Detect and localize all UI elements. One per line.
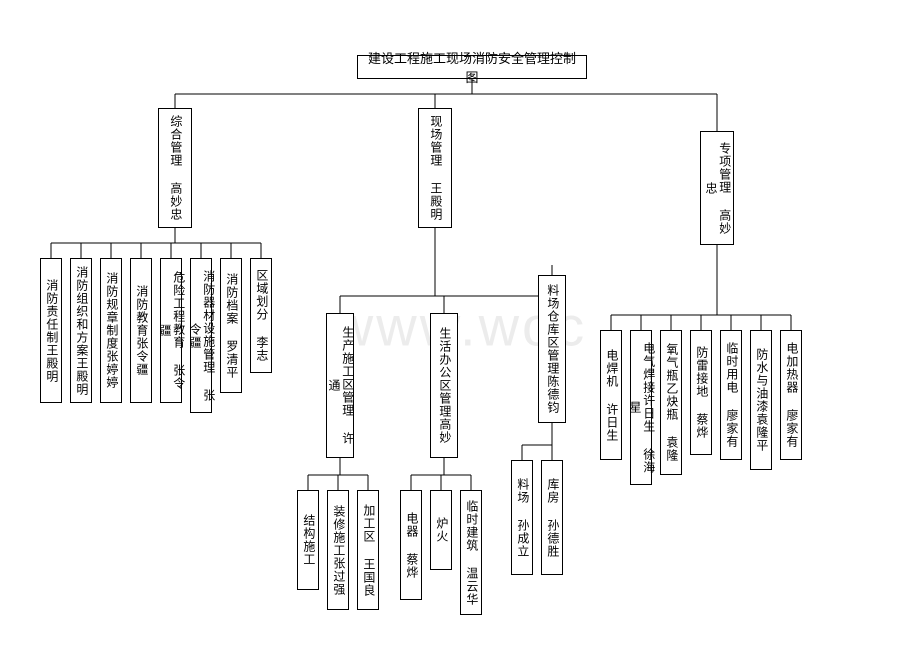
leaf-s2: 库房 孙德胜 xyxy=(541,460,563,575)
leaf-c6: 消防器材设施管理 张令疆 xyxy=(190,258,212,413)
leaf-sp4: 防雷接地 蔡烨 xyxy=(690,330,712,455)
leaf-p1: 结构施工 xyxy=(297,490,319,590)
mid-prod: 生产施工区管理 许通 xyxy=(326,313,354,458)
leaf-c7: 消防档案 罗清平 xyxy=(220,258,242,393)
leaf-sp6: 防水与油漆袁隆平 xyxy=(750,330,772,470)
leaf-c4: 消防教育张令疆 xyxy=(130,258,152,403)
leaf-sp3: 氧气瓶乙炔瓶 袁隆 xyxy=(660,330,682,475)
leaf-c2: 消防组织和方案王殿明 xyxy=(70,258,92,403)
mid-life: 生活办公区管理高妙 xyxy=(430,313,458,458)
leaf-sp7: 电加热器 廖家有 xyxy=(780,330,802,460)
leaf-sp1: 电焊机 许日生 xyxy=(600,330,622,460)
l2-special: 专项管理 高妙忠 xyxy=(700,131,734,245)
leaf-sp5: 临时用电 廖家有 xyxy=(720,330,742,460)
leaf-l2: 炉火 xyxy=(430,490,452,570)
leaf-sp2: 电气焊接许日生 徐海星 xyxy=(630,330,652,485)
leaf-p3: 加工区 王国良 xyxy=(357,490,379,610)
mid-store: 料场仓库区管理陈德钧 xyxy=(538,275,566,423)
leaf-c5: 危险工程教育 张令疆 xyxy=(160,258,182,403)
leaf-l1: 电器 蔡烨 xyxy=(400,490,422,600)
leaf-l3: 临时建筑 温云华 xyxy=(460,490,482,615)
leaf-p2: 装修施工张过强 xyxy=(327,490,349,610)
leaf-c3: 消防规章制度张婷婷 xyxy=(100,258,122,403)
leaf-c8: 区域划分 李志 xyxy=(250,258,272,373)
root-title: 建设工程施工现场消防安全管理控制图 xyxy=(357,55,587,79)
l2-site: 现场管理 王殿明 xyxy=(418,108,452,228)
leaf-s1: 料场 孙成立 xyxy=(511,460,533,575)
leaf-c1: 消防责任制王殿明 xyxy=(40,258,62,403)
l2-comprehensive: 综合管理 高妙忠 xyxy=(158,108,192,228)
